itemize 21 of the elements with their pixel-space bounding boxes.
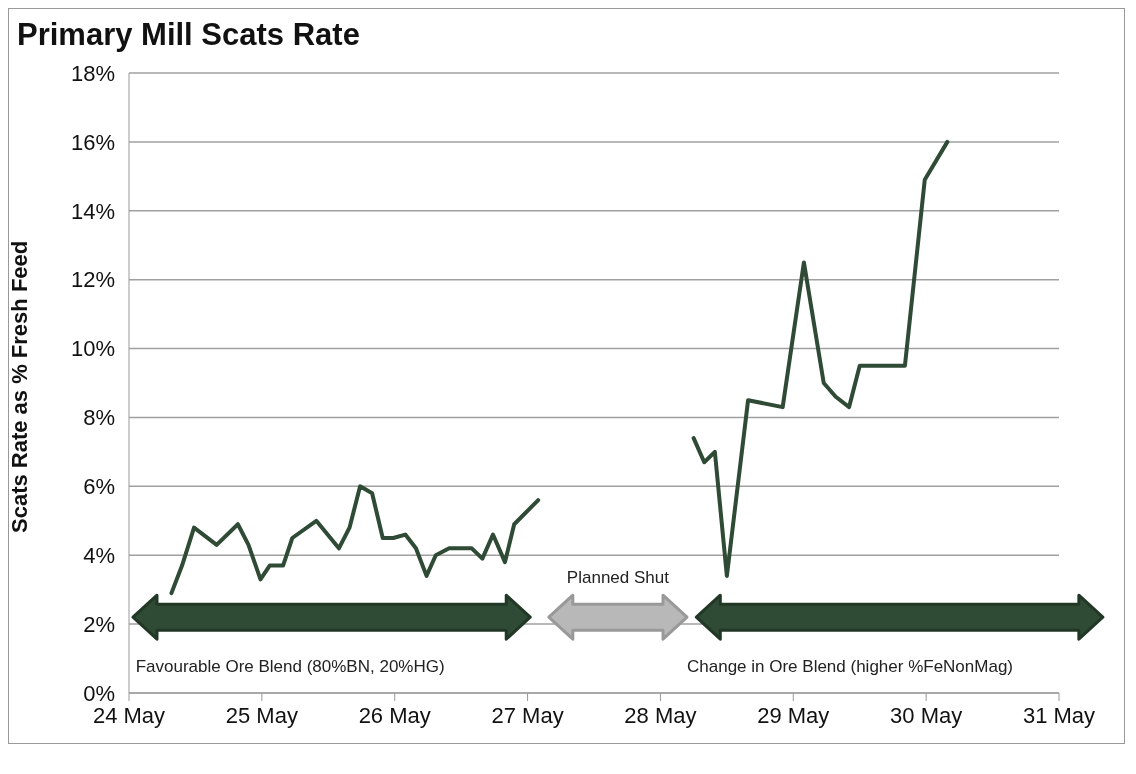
annotation: Planned Shut bbox=[566, 567, 670, 587]
y-axis-title: Scats Rate as % Fresh Feed bbox=[6, 240, 32, 533]
x-tick-label: 26 May bbox=[358, 702, 431, 728]
annotation: Favourable Ore Blend (80%BN, 20%HG) bbox=[135, 657, 445, 677]
x-tick-label: 29 May bbox=[757, 702, 830, 728]
y-tick-label: 4% bbox=[83, 543, 115, 569]
x-tick-label: 30 May bbox=[890, 702, 963, 728]
x-tick-label: 27 May bbox=[491, 702, 564, 728]
y-tick-label: 2% bbox=[83, 611, 115, 637]
y-tick-label: 10% bbox=[70, 336, 115, 362]
y-tick-label: 8% bbox=[83, 405, 115, 431]
y-tick-label: 18% bbox=[70, 60, 115, 86]
x-tick-label: 25 May bbox=[225, 702, 298, 728]
x-tick-label: 28 May bbox=[624, 702, 697, 728]
y-tick-label: 12% bbox=[70, 267, 115, 293]
y-tick-label: 16% bbox=[70, 129, 115, 155]
x-tick-label: 31 May bbox=[1022, 702, 1096, 728]
chart-title: Primary Mill Scats Rate bbox=[16, 16, 361, 53]
y-tick-label: 6% bbox=[83, 474, 115, 500]
y-tick-label: 14% bbox=[70, 198, 115, 224]
annotation: Change in Ore Blend (higher %FeNonMag) bbox=[687, 657, 1014, 677]
